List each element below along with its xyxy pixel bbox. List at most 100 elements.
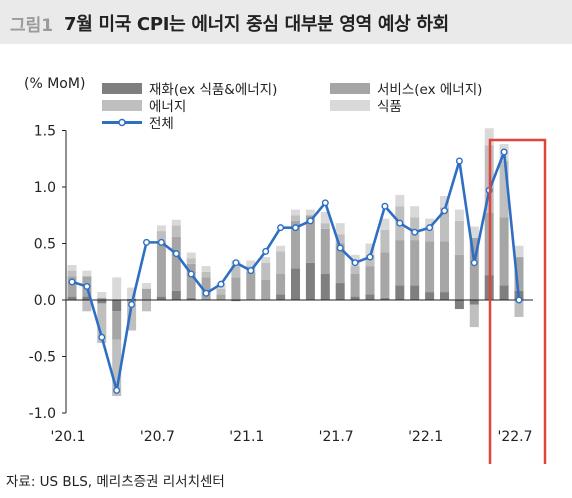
bar-segment <box>499 285 509 300</box>
figure-number: 그림1 <box>10 16 54 36</box>
bar-segment <box>305 262 315 300</box>
highlight-box <box>488 138 547 464</box>
bar-segment <box>365 294 375 300</box>
legend-label: 에너지 <box>149 99 186 115</box>
bar-segment <box>410 240 420 286</box>
bar-segment <box>320 274 330 300</box>
total-point <box>142 238 150 246</box>
bar-segment <box>67 276 77 297</box>
bar-segment <box>231 300 241 302</box>
bar-segment <box>112 277 122 300</box>
total-point <box>396 219 404 227</box>
legend-swatch <box>330 83 370 94</box>
bar-segment <box>365 243 375 255</box>
bar-segment <box>335 283 345 300</box>
legend-item: 전체 <box>102 116 174 132</box>
bar-segment <box>499 161 509 218</box>
total-point <box>306 217 314 225</box>
bar-segment <box>350 266 360 275</box>
bar-segment <box>142 288 151 300</box>
title-bar: 그림1 7월 미국 CPI는 에너지 중심 대부분 영역 예상 하회 <box>0 0 572 44</box>
bar-segment <box>186 297 196 300</box>
bar-segment <box>82 300 92 312</box>
legend-label: 서비스(ex 에너지) <box>377 82 482 98</box>
total-point <box>98 333 106 341</box>
legend-label: 식품 <box>377 99 402 115</box>
bar-segment <box>425 241 435 293</box>
total-point <box>292 224 300 232</box>
total-point <box>336 244 344 252</box>
bar-segment <box>231 266 241 278</box>
x-tick-label: '20.1 <box>50 429 85 445</box>
bar-segment <box>201 266 211 272</box>
bar-segment <box>440 196 449 208</box>
total-point <box>470 259 478 267</box>
bar-segment <box>112 311 122 340</box>
x-tick-label: '22.7 <box>497 429 532 445</box>
chart-title: 7월 미국 CPI는 에너지 중심 대부분 영역 예상 하회 <box>64 14 449 35</box>
bar-segment <box>499 217 509 286</box>
bar-segment <box>454 300 464 310</box>
bar-segment <box>97 303 107 343</box>
bar-segment <box>440 241 449 293</box>
total-point <box>202 289 210 297</box>
bar-segment <box>305 215 315 263</box>
bar-segment <box>454 254 464 300</box>
bar-segment <box>440 292 449 300</box>
legend-item: 재화(ex 식품&에너지) <box>102 82 277 98</box>
y-unit-label: (% MoM) <box>24 76 85 92</box>
total-point <box>455 157 463 165</box>
bar-segment <box>305 209 315 216</box>
bar-segment <box>127 287 137 299</box>
total-point <box>411 228 419 236</box>
bar-segment <box>320 228 330 275</box>
total-point <box>232 259 240 267</box>
bar-segment <box>276 274 286 295</box>
bar-segment <box>67 296 77 300</box>
bar-segment <box>156 296 166 300</box>
bar-segment <box>171 290 181 300</box>
bar-segment <box>156 231 166 243</box>
total-point <box>441 207 449 215</box>
bar-segment <box>246 260 256 267</box>
bar-segment <box>380 252 390 298</box>
y-tick-label: 1.5 <box>34 124 56 140</box>
bar-segment <box>97 292 107 298</box>
bar-segment <box>469 226 479 238</box>
bar-segment <box>142 300 151 312</box>
total-point <box>83 282 91 290</box>
bar-segment <box>112 339 122 397</box>
bar-segment <box>395 240 405 286</box>
legend-swatch-marker <box>118 118 126 127</box>
bar-segment <box>425 229 435 242</box>
bar-segment <box>216 288 226 295</box>
y-tick-label: 0.0 <box>34 293 56 309</box>
bar-segment <box>291 220 300 269</box>
bar-segment <box>410 285 420 300</box>
bar-segment <box>261 279 271 300</box>
total-point <box>68 278 76 286</box>
bar-segment <box>514 257 524 291</box>
total-point <box>262 247 270 255</box>
bar-segment <box>261 257 271 263</box>
bar-segment <box>380 218 390 230</box>
bar-segment <box>186 263 196 298</box>
legend-item: 서비스(ex 에너지) <box>330 82 482 98</box>
bar-segment <box>410 206 420 218</box>
bar-segment <box>97 300 107 304</box>
bar-segment <box>395 285 405 300</box>
total-point <box>321 199 329 207</box>
bar-segment <box>82 296 92 300</box>
bar-segment <box>440 207 449 242</box>
x-tick-label: '22.1 <box>408 429 443 445</box>
bar-segment <box>335 223 345 235</box>
bar-segment <box>171 236 181 291</box>
total-point <box>366 253 374 261</box>
bar-segment <box>216 294 226 300</box>
y-tick-label: 1.0 <box>34 180 56 196</box>
source-note: 자료: US BLS, 메리츠증권 리서치센터 <box>6 474 225 490</box>
total-point <box>247 267 255 275</box>
bar-segment <box>276 245 286 252</box>
bar-segment <box>142 283 151 289</box>
